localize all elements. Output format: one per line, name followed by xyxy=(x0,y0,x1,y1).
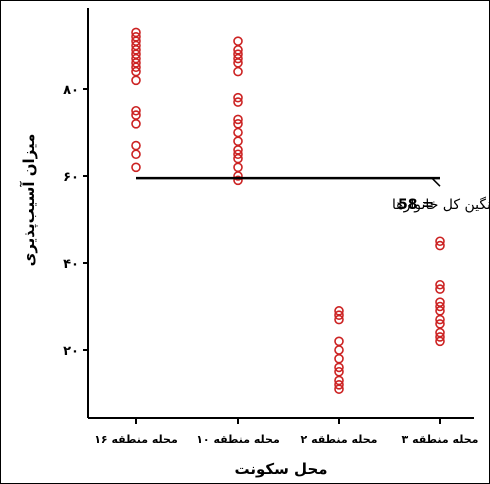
data-point xyxy=(334,336,344,347)
data-point xyxy=(435,301,445,312)
data-point xyxy=(131,140,141,151)
data-point xyxy=(334,353,344,364)
y-ticks: ۲۰ ۴۰ ۶۰ ۸۰ xyxy=(63,83,88,359)
reference-line-value: 58 = xyxy=(398,197,434,213)
reference-line-label: میانگین کل خانوارها xyxy=(392,196,490,213)
data-point xyxy=(233,97,243,107)
data-points xyxy=(131,27,445,394)
data-point xyxy=(131,162,141,173)
data-point xyxy=(233,66,243,77)
data-point xyxy=(233,53,243,64)
data-point xyxy=(131,119,141,129)
data-point xyxy=(435,236,445,247)
data-point xyxy=(233,162,243,173)
x-ticks: محله منطقه ۱۶ محله منطقه ۱۰ محله منطقه ۲ مح… xyxy=(94,418,478,446)
data-point xyxy=(334,362,344,373)
y-tick-label: ۸۰ xyxy=(63,83,79,98)
data-point xyxy=(435,314,445,325)
reference-line-pointer xyxy=(431,177,441,187)
x-tick-label: محله منطقه ۱۰ xyxy=(196,433,280,446)
y-tick-label: ۲۰ xyxy=(63,344,79,359)
data-point xyxy=(334,379,344,390)
x-tick-label: محله منطقه ۱۶ xyxy=(94,433,178,446)
data-point xyxy=(233,136,243,146)
data-point xyxy=(435,332,445,342)
x-axis-title: محل سکونت xyxy=(234,460,327,478)
data-point xyxy=(131,105,141,116)
data-point xyxy=(435,240,445,251)
data-point xyxy=(233,36,243,46)
data-point xyxy=(334,384,344,394)
data-point xyxy=(131,149,141,160)
data-point xyxy=(233,171,243,181)
data-point xyxy=(233,114,243,125)
data-point xyxy=(233,92,243,103)
data-point xyxy=(435,284,445,294)
x-tick-label: محله منطقه ۳ xyxy=(402,433,479,446)
y-axis-title: میزان آسیب‌پذیری xyxy=(20,134,39,267)
data-point xyxy=(233,149,243,160)
data-point xyxy=(233,127,243,138)
y-tick-label: ۴۰ xyxy=(63,257,79,272)
x-tick-label: محله منطقه ۲ xyxy=(301,433,378,446)
data-point xyxy=(435,279,445,290)
data-point xyxy=(233,175,243,186)
data-point xyxy=(131,75,141,86)
data-point xyxy=(435,336,445,347)
data-point xyxy=(131,62,141,73)
y-tick-label: ۶۰ xyxy=(63,170,79,185)
data-point xyxy=(334,345,344,355)
data-point xyxy=(334,310,344,321)
data-point xyxy=(334,314,344,325)
